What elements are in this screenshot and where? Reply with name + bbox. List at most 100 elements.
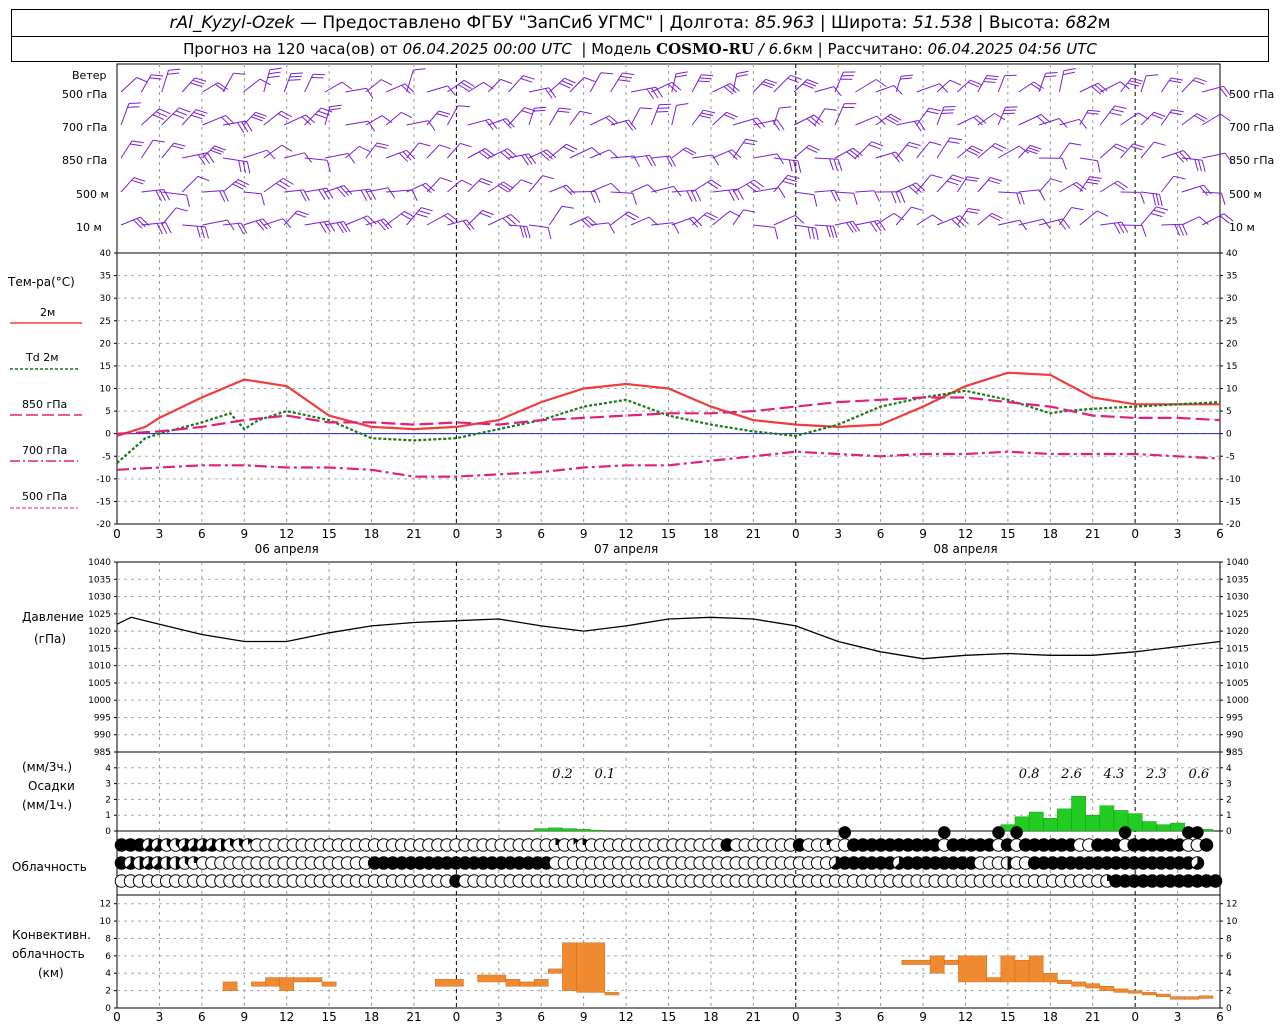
wind-barb-feather — [152, 114, 164, 120]
wind-barb-feather — [1169, 80, 1182, 84]
wind-barb-feather — [1097, 82, 1108, 92]
wind-barb-feather — [1223, 85, 1232, 97]
wind-barb-feather — [729, 83, 740, 92]
wind-barb — [794, 191, 815, 196]
wind-barb — [1099, 81, 1121, 93]
cloud-fill — [573, 838, 578, 845]
wind-barb-feather — [151, 74, 164, 77]
conv-tick-label: 10 — [100, 917, 112, 927]
wind-barb-feather — [1045, 72, 1058, 74]
wind-barb-feather — [558, 82, 571, 89]
wind-barb-feather — [1086, 181, 1099, 185]
wind-barb-feather — [928, 107, 941, 112]
wind-barb-feather — [163, 189, 171, 201]
precip-bar — [533, 828, 549, 832]
wind-barb — [1181, 184, 1204, 193]
alt-unit: м — [1097, 13, 1111, 33]
wind-barb-feather — [790, 74, 802, 80]
wind-barb-feather — [214, 145, 226, 151]
wind-barb-feather — [1170, 77, 1183, 81]
wind-barb — [1038, 218, 1063, 226]
wind-barb-feather — [359, 145, 371, 153]
wind-barb — [528, 149, 548, 159]
wind-barb — [345, 146, 360, 159]
wind-level-label-right: 500 м — [1229, 188, 1262, 201]
wind-barb — [161, 107, 180, 126]
wind-barb-feather — [175, 207, 188, 212]
conv-bar — [1028, 955, 1044, 983]
precip-bar — [1071, 795, 1086, 832]
wind-barb-feather — [269, 67, 282, 71]
wind-barb-feather — [282, 218, 292, 229]
wind-barb-feather — [520, 179, 533, 185]
precip-bar — [1042, 818, 1058, 832]
wind-barb — [834, 71, 844, 93]
temp-x-tick-label: 3 — [156, 527, 164, 541]
wind-barb-feather — [411, 189, 418, 202]
pressure-tick-label: 1010 — [88, 662, 111, 672]
wind-barb-feather — [1087, 178, 1100, 182]
conv-x-tick-label: 12 — [958, 1010, 973, 1024]
wind-barb-feather — [694, 189, 702, 202]
wind-barb — [1079, 176, 1091, 193]
wind-barb — [1058, 142, 1070, 159]
wind-barb-feather — [521, 110, 534, 115]
precip-data-label: 0.2 — [552, 767, 573, 782]
wind-barb-feather — [1130, 145, 1143, 151]
wind-barb — [590, 182, 612, 193]
wind-barb-feather — [991, 145, 1004, 152]
conv-bar — [1014, 959, 1030, 983]
forecast-label: Прогноз на 120 часа(ов) от — [183, 40, 398, 58]
wind-barb-feather — [753, 179, 765, 188]
wind-barb-feather — [202, 153, 210, 164]
wind-barb — [773, 157, 799, 162]
separator: | — [977, 13, 984, 33]
wind-barb-feather — [277, 113, 290, 120]
pressure-tick-label: 1030 — [88, 593, 111, 603]
precip-tick-label: 1 — [105, 811, 111, 821]
wind-barb — [406, 142, 420, 159]
wind-barb-feather — [701, 74, 714, 77]
forecast-time: 06.04.2025 00:00 UTC — [402, 40, 572, 58]
precip-chart: 0.2 0.1 0.8 2.6 4.3 2.3 0.6 — [533, 767, 1214, 832]
conv-tick-label: 8 — [105, 934, 111, 944]
wind-barb-feather — [215, 83, 226, 92]
legend-label-700: 700 гПа — [22, 444, 67, 457]
wind-barb-feather — [1063, 68, 1076, 72]
wind-barb-feather — [129, 143, 142, 147]
wind-barb — [875, 151, 896, 159]
wind-barb-feather — [743, 209, 756, 213]
wind-barb — [120, 140, 133, 159]
wind-barb-feather — [167, 72, 180, 75]
wind-barb-feather — [830, 190, 837, 202]
wind-barb — [140, 74, 152, 93]
temp-x-tick-label: 21 — [406, 527, 421, 541]
wind-barb — [1161, 150, 1184, 159]
conv-x-tick-label: 0 — [792, 1010, 800, 1024]
wind-barb-feather — [245, 120, 253, 132]
cloud-fill — [838, 826, 852, 845]
wind-barb — [426, 212, 449, 226]
precip-data-label: 2.3 — [1145, 767, 1167, 782]
wind-barb-feather — [365, 189, 372, 201]
wind-barb-feather — [255, 111, 268, 117]
wind-barb-feather — [1224, 152, 1233, 164]
wind-barb-feather — [418, 210, 431, 215]
wind-barb-feather — [329, 104, 342, 108]
wind-barb — [283, 114, 306, 126]
wind-barb-feather — [1116, 143, 1128, 150]
wind-barb — [447, 143, 461, 159]
wind-barb-feather — [171, 145, 184, 150]
wind-barb-feather — [1088, 109, 1101, 112]
wind-barb-feather — [618, 79, 631, 82]
wind-barb-feather — [281, 110, 293, 118]
wind-barb-feather — [1018, 145, 1030, 154]
provider-text: — Предоставлено ФГБУ "ЗапСиб УГМС" — [294, 13, 654, 33]
wind-barb — [691, 109, 704, 126]
wind-barb-feather — [402, 151, 412, 161]
wind-barb-feather — [237, 122, 245, 133]
wind-barb — [773, 74, 791, 93]
wind-barb — [406, 69, 414, 93]
wind-barb-feather — [404, 211, 416, 218]
wind-barb-feather — [1194, 159, 1199, 172]
